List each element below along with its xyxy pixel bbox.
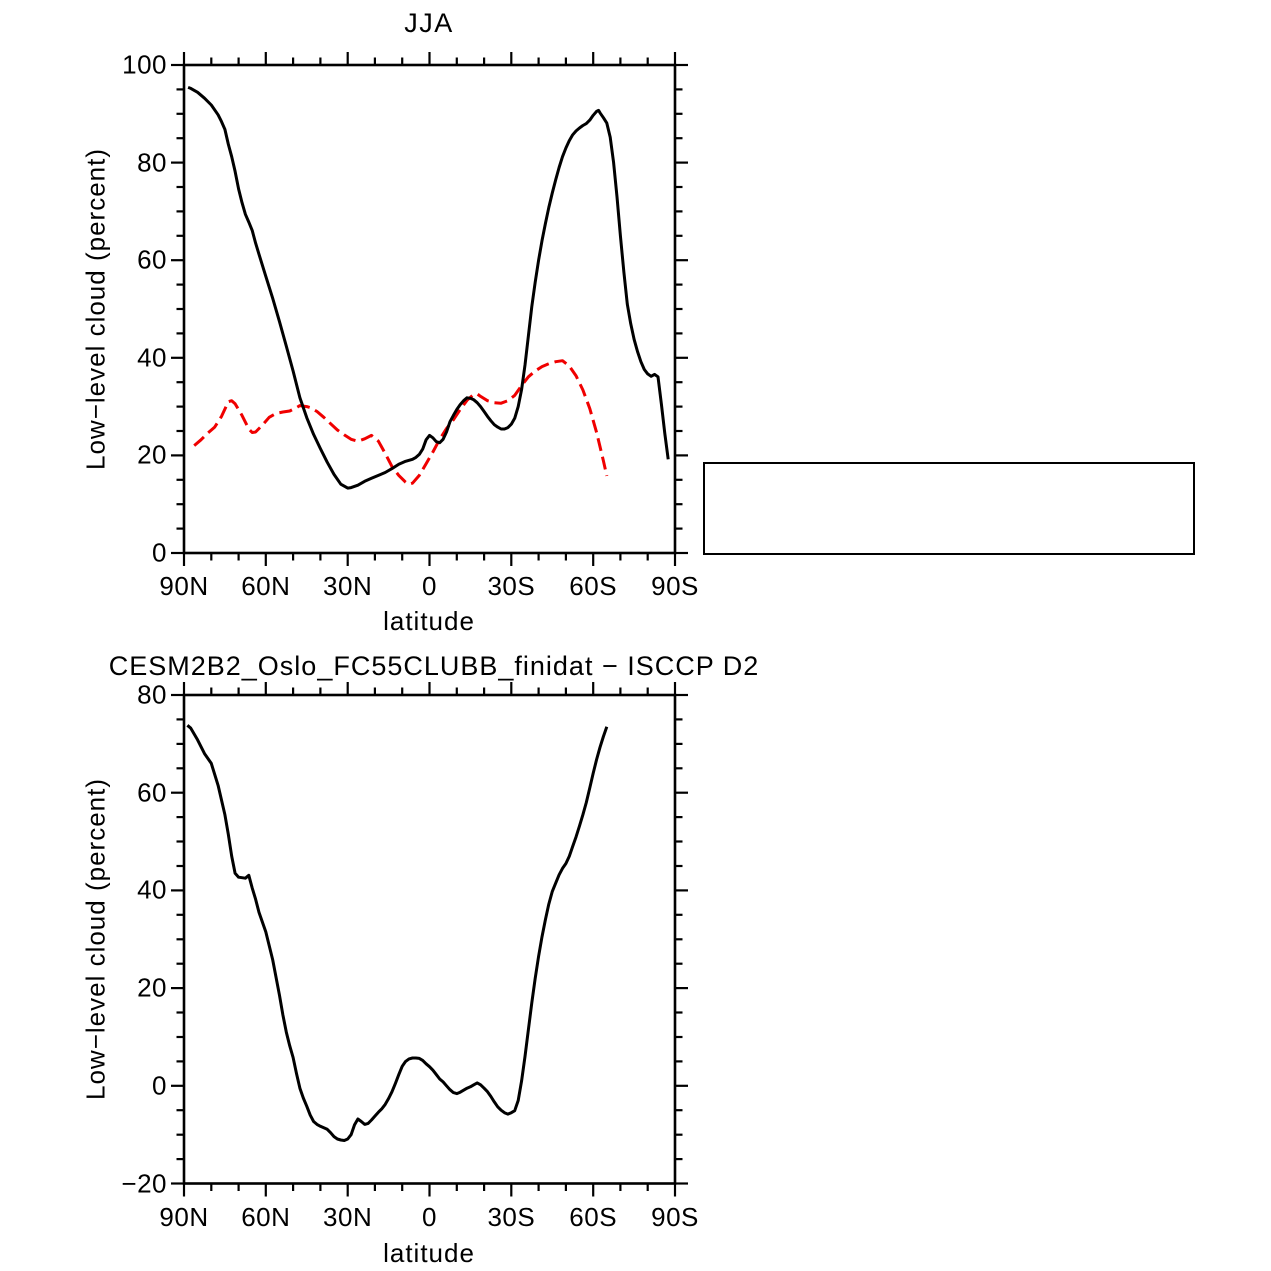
plot-frame xyxy=(182,63,677,555)
x-tick-label: 0 xyxy=(422,571,437,601)
x-tick-label: 60S xyxy=(569,571,618,601)
x-tick-label: 30S xyxy=(487,1201,536,1232)
y-tick-label: 40 xyxy=(137,342,167,373)
x-tick-label: 60N xyxy=(241,1201,291,1232)
y-tick-label: 80 xyxy=(137,679,167,710)
x-tick-label: 30S xyxy=(487,571,536,601)
plot-frame xyxy=(182,693,677,1185)
y-tick-label: 40 xyxy=(137,874,167,905)
series-cesm xyxy=(186,724,609,1142)
y-tick-label: 60 xyxy=(137,777,167,808)
top-y-axis-title: Low−level cloud (percent) xyxy=(80,148,111,470)
x-tick-label: 60S xyxy=(569,1201,618,1232)
y-tick-label: −20 xyxy=(121,1168,167,1198)
series-isccp-d2 xyxy=(193,359,609,486)
y-tick-label: 60 xyxy=(137,244,167,275)
y-tick-label: 0 xyxy=(152,1070,167,1101)
x-tick-label: 90N xyxy=(159,1201,209,1232)
x-tick-label: 30N xyxy=(323,1201,373,1232)
top-x-axis-title: latitude xyxy=(383,606,475,636)
series-cesm xyxy=(187,85,670,490)
bottom-y-axis-title: Low−level cloud (percent) xyxy=(80,778,111,1100)
bottom-x-axis-title: latitude xyxy=(383,1238,475,1268)
x-tick-label: 30N xyxy=(323,571,373,601)
top-chart-title: JJA xyxy=(404,8,454,38)
x-tick-label: 90N xyxy=(159,571,209,601)
y-tick-label: 20 xyxy=(137,439,167,470)
y-tick-label: 0 xyxy=(152,537,167,568)
x-tick-label: 0 xyxy=(422,1201,437,1232)
y-tick-label: 20 xyxy=(137,972,167,1003)
x-tick-label: 60N xyxy=(241,571,291,601)
y-tick-label: 80 xyxy=(137,147,167,178)
bottom-chart-title: CESM2B2_Oslo_FC55CLUBB_finidat − ISCCP D… xyxy=(108,651,760,681)
y-tick-label: 100 xyxy=(122,49,167,80)
legend-box: ISCCP D2 CESM2B2_Oslo_FC55CLUBB_finidat xyxy=(703,462,1195,555)
x-tick-label: 90S xyxy=(651,571,699,601)
x-tick-label: 90S xyxy=(651,1201,699,1232)
